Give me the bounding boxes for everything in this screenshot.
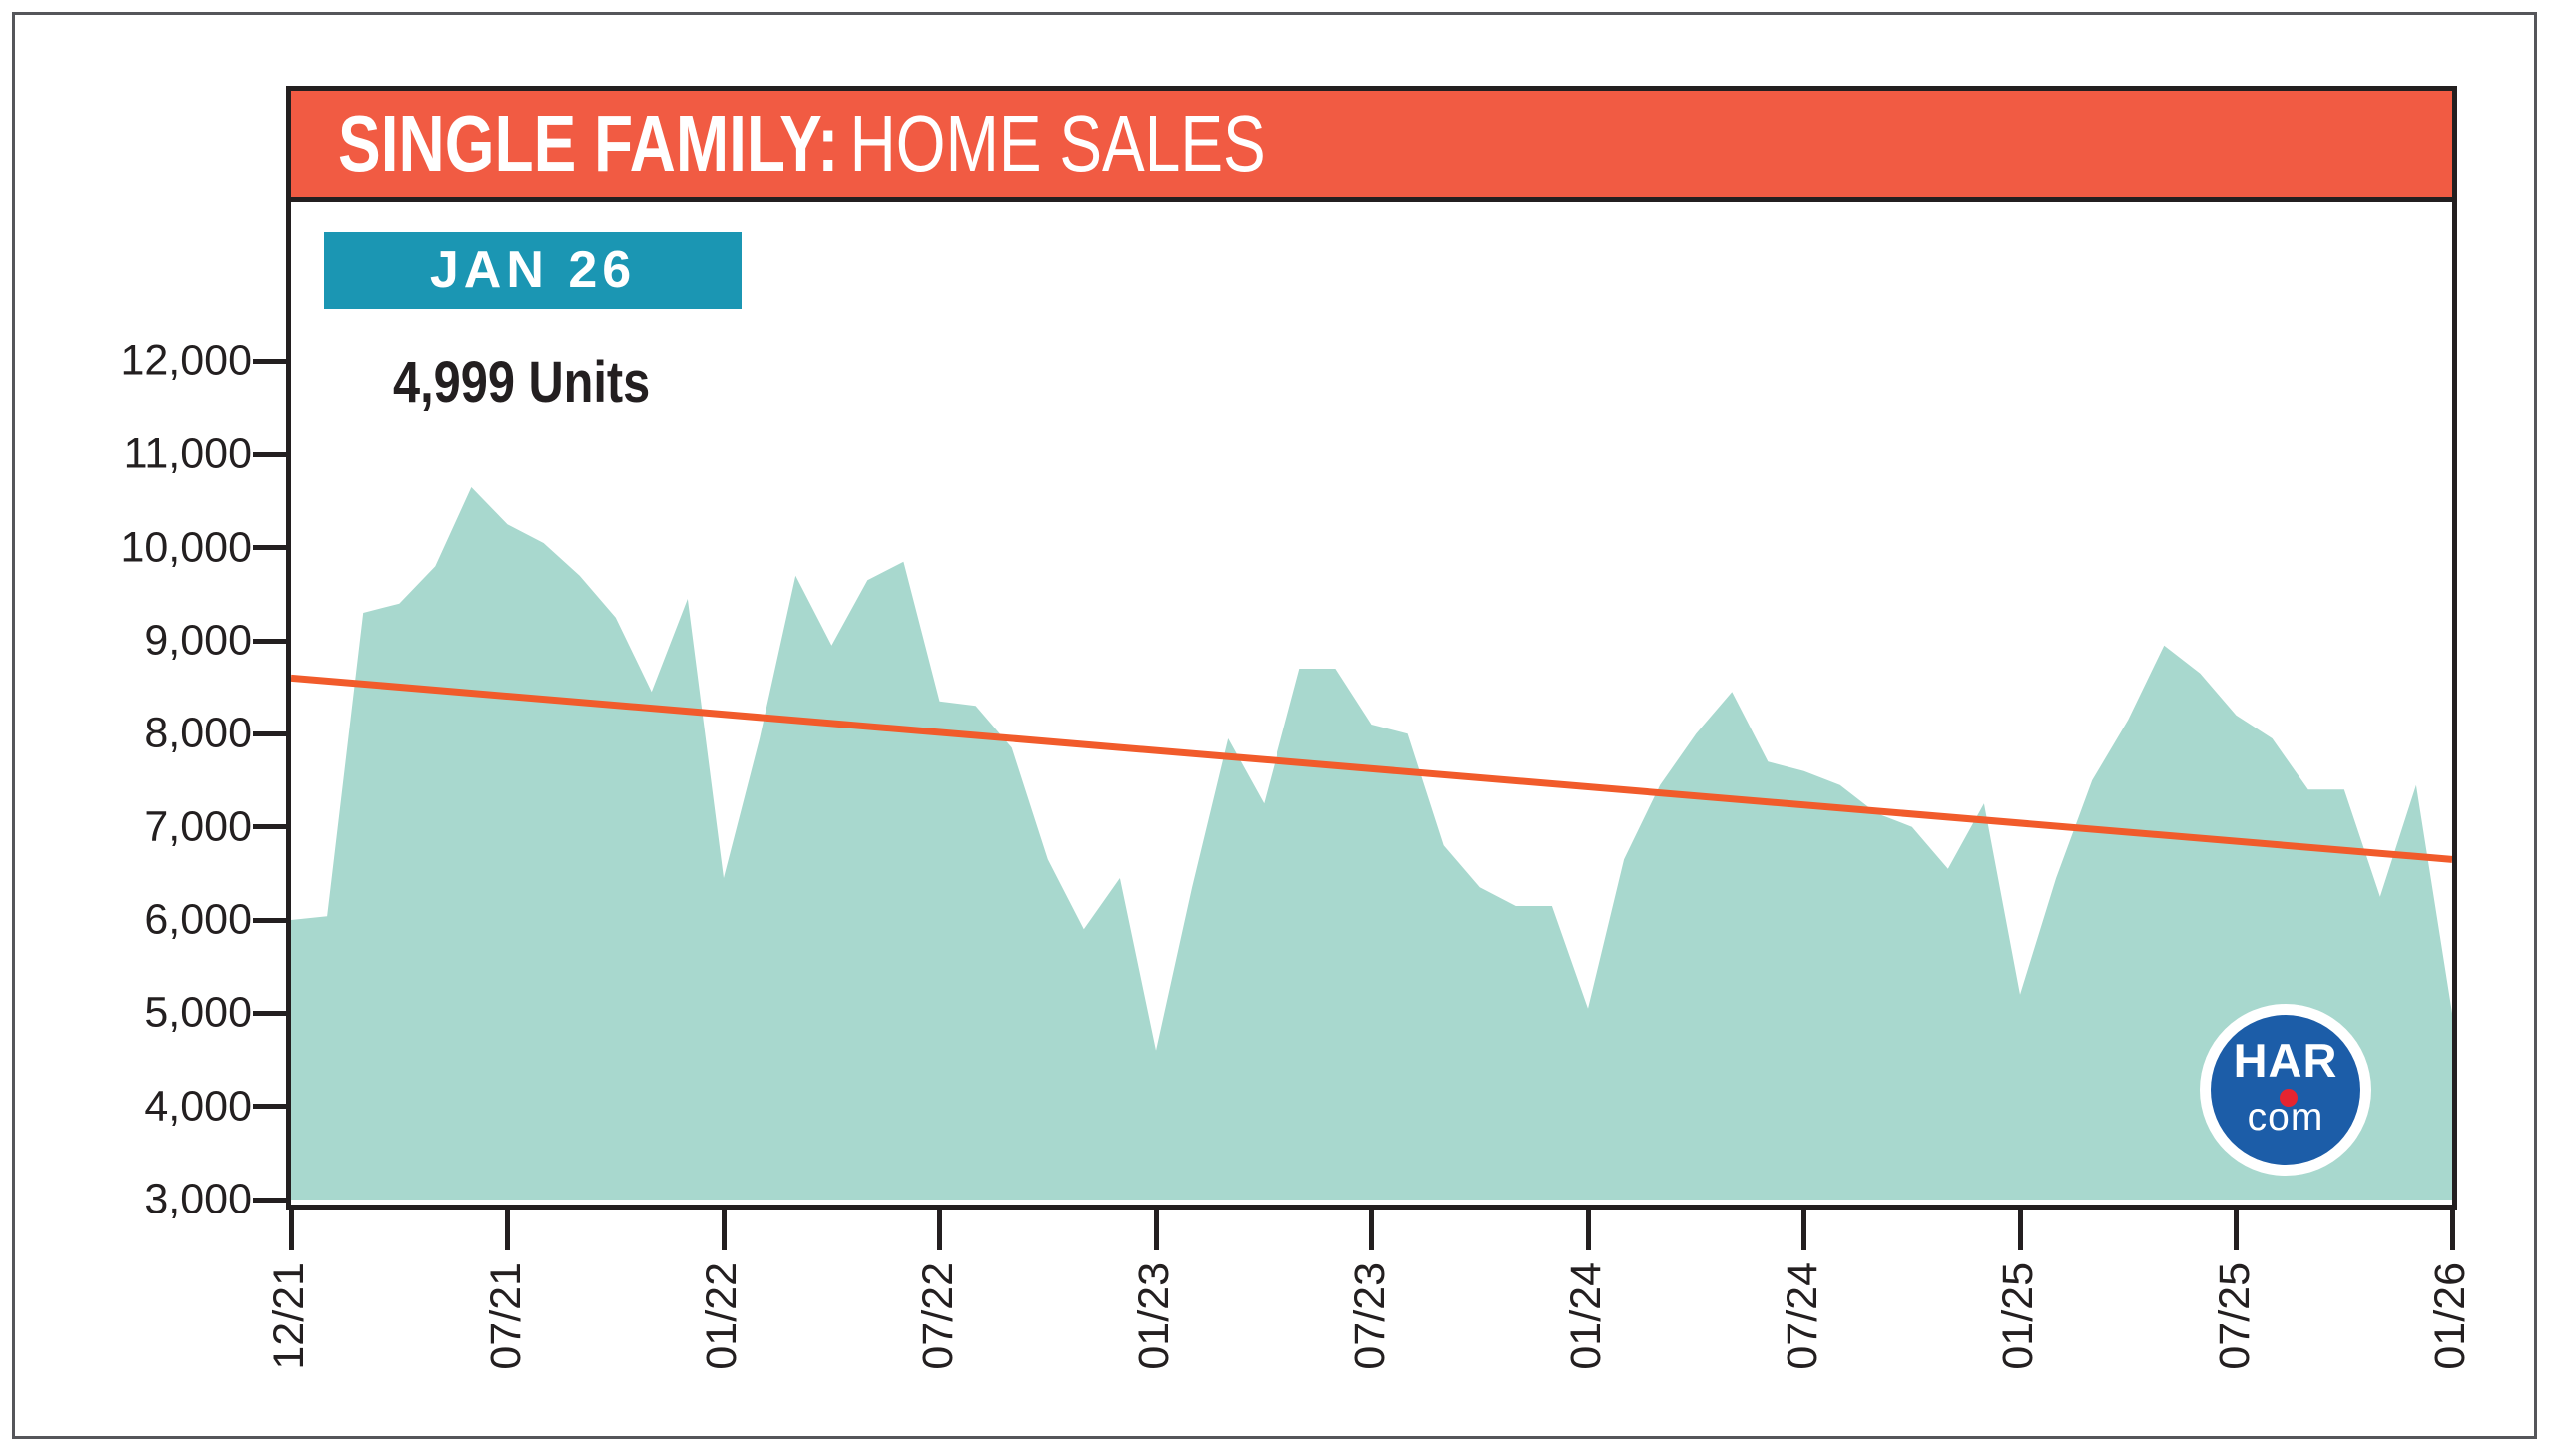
y-axis-label: 7,000 <box>144 802 252 851</box>
har-logo-text-har: HAR <box>2233 1034 2338 1087</box>
area-series-single-family-sales <box>291 487 2452 1200</box>
x-axis-tick <box>1369 1205 1374 1250</box>
x-axis-label: 07/25 <box>2210 1262 2259 1370</box>
y-axis-label: 10,000 <box>120 523 252 572</box>
x-axis-tick <box>1585 1205 1591 1250</box>
chart-title: SINGLE FAMILY: HOME SALES <box>338 104 1266 184</box>
latest-units-value: 4,999 Units <box>393 350 651 415</box>
x-axis-label: 01/23 <box>1130 1262 1178 1370</box>
x-axis-label: 01/26 <box>2426 1262 2474 1370</box>
x-axis-label: 07/23 <box>1345 1262 1394 1370</box>
x-axis-tick <box>2017 1205 2023 1250</box>
x-axis-tick <box>721 1205 727 1250</box>
y-axis-tick <box>253 451 291 457</box>
y-axis-label: 4,000 <box>144 1082 252 1131</box>
y-axis-label: 3,000 <box>144 1175 252 1223</box>
x-axis-tick <box>937 1205 942 1250</box>
y-axis-tick <box>253 824 291 830</box>
chart-header: SINGLE FAMILY: HOME SALES <box>291 91 2452 202</box>
x-axis-label: 07/24 <box>1778 1262 1826 1370</box>
y-axis-tick <box>253 917 291 923</box>
x-axis-tick <box>505 1205 510 1250</box>
x-axis-label: 01/25 <box>1994 1262 2042 1370</box>
x-axis-tick <box>2449 1205 2455 1250</box>
y-axis-label: 8,000 <box>144 709 252 757</box>
y-axis-label: 6,000 <box>144 895 252 944</box>
y-axis-tick <box>253 358 291 364</box>
y-axis-label: 9,000 <box>144 616 252 665</box>
x-axis-tick <box>1153 1205 1159 1250</box>
period-badge-label: JAN 26 <box>429 242 637 299</box>
har-com-logo: HAR com <box>2200 1004 2371 1176</box>
chart-title-regular: HOME SALES <box>849 99 1266 188</box>
x-axis-label: 07/22 <box>913 1262 962 1370</box>
x-axis-tick <box>2234 1205 2239 1250</box>
y-axis-tick <box>253 1104 291 1110</box>
y-axis-label: 5,000 <box>144 988 252 1037</box>
x-axis-label: 01/22 <box>698 1262 746 1370</box>
har-logo-red-dot-icon <box>2280 1089 2298 1107</box>
y-axis-tick <box>253 1197 291 1203</box>
x-axis-label: 07/21 <box>481 1262 530 1370</box>
page-border <box>12 12 2537 1439</box>
x-axis-label: 12/21 <box>265 1262 313 1370</box>
y-axis-tick <box>253 638 291 644</box>
chart-title-bold: SINGLE FAMILY: <box>338 99 839 188</box>
x-axis-label: 01/24 <box>1562 1262 1610 1370</box>
x-axis-tick <box>1801 1205 1806 1250</box>
y-axis-label: 12,000 <box>120 336 252 385</box>
har-logo-disc: HAR com <box>2211 1015 2360 1165</box>
sales-area-chart <box>291 487 2452 1200</box>
y-axis-tick <box>253 730 291 736</box>
x-axis-tick <box>288 1205 294 1250</box>
y-axis-tick <box>253 1010 291 1016</box>
y-axis-tick <box>253 545 291 551</box>
y-axis-label: 11,000 <box>123 429 252 478</box>
trend-line <box>291 674 2452 863</box>
period-badge: JAN 26 <box>324 232 742 309</box>
